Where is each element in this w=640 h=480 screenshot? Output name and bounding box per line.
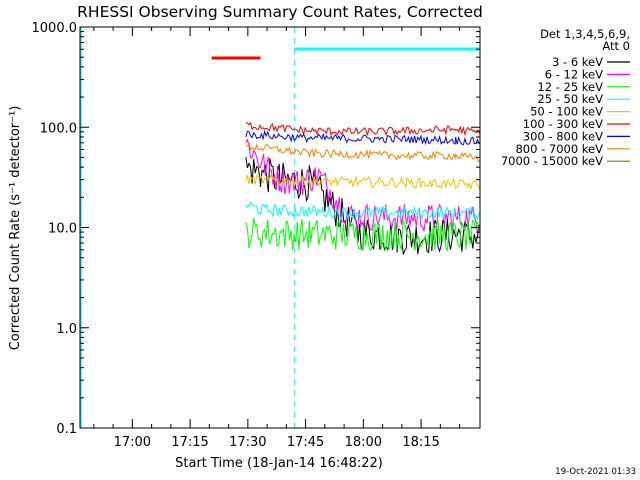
legend-label-2: 12 - 25 keV bbox=[537, 80, 603, 94]
y-tick-label-4: 0.1 bbox=[56, 422, 77, 437]
legend-label-4: 50 - 100 keV bbox=[530, 105, 603, 119]
y-tick-label-0: 1000.0 bbox=[32, 21, 78, 36]
series-line-2-1 bbox=[245, 218, 480, 251]
legend-label-7: 800 - 7000 keV bbox=[515, 142, 603, 156]
x-tick-label-3: 17:45 bbox=[287, 435, 324, 450]
legend-label-3: 25 - 50 keV bbox=[537, 92, 603, 106]
series-line-5-1 bbox=[245, 121, 480, 137]
legend-label-1: 6 - 12 keV bbox=[545, 67, 603, 81]
legend-label-0: 3 - 6 keV bbox=[552, 55, 603, 69]
x-tick-label-5: 18:15 bbox=[402, 435, 439, 450]
y-tick-label-3: 1.0 bbox=[56, 322, 77, 337]
y-tick-label-2: 10.0 bbox=[48, 222, 77, 237]
chart-title: RHESSI Observing Summary Count Rates, Co… bbox=[77, 3, 483, 21]
y-axis-label: Corrected Count Rate (s⁻¹ detector⁻¹) bbox=[8, 106, 23, 351]
x-axis: 17:00 17:15 17:30 17:45 18:00 18:15 bbox=[93, 27, 461, 450]
y-tick-label-1: 100.0 bbox=[40, 121, 77, 136]
legend-header-2: Att 0 bbox=[602, 39, 630, 53]
x-tick-label-0: 17:00 bbox=[114, 435, 151, 450]
x-axis-label: Start Time (18-Jan-14 16:48:22) bbox=[175, 456, 383, 471]
x-tick-label-2: 17:30 bbox=[229, 435, 266, 450]
footer-timestamp: 19-Oct-2021 01:33 bbox=[555, 467, 636, 477]
x-tick-label-1: 17:15 bbox=[171, 435, 208, 450]
series-line-7-1 bbox=[245, 141, 480, 163]
x-tick-label-4: 18:00 bbox=[345, 435, 382, 450]
series-line-4-1 bbox=[245, 173, 480, 191]
series-line-6-1 bbox=[245, 129, 480, 146]
legend-label-6: 300 - 800 keV bbox=[523, 129, 603, 143]
legend-header-1: Det 1,3,4,5,6,9, bbox=[540, 27, 630, 41]
y-axis: 1000.0 100.0 10.0 1.0 0.1 bbox=[32, 21, 480, 437]
legend-label-5: 100 - 300 keV bbox=[523, 117, 603, 131]
legend-label-8: 7000 - 15000 keV bbox=[501, 154, 603, 168]
series-line-3-1 bbox=[245, 201, 480, 222]
